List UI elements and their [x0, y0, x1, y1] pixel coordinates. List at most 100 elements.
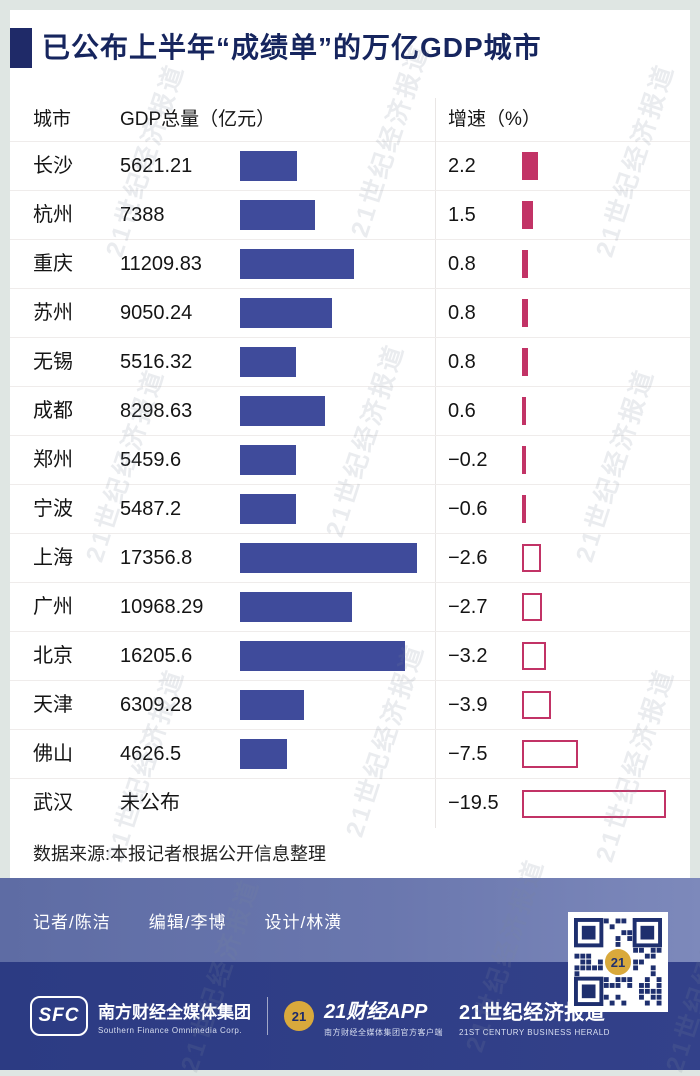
growth-bar-cell [522, 299, 528, 327]
city-name: 佛山 [33, 743, 73, 765]
city-name: 武汉 [33, 792, 73, 814]
app-21-badge-icon: 21 [284, 1001, 314, 1031]
gdp-bar-cell [240, 445, 296, 475]
growth-bar-positive [522, 152, 539, 180]
growth-bar-cell [522, 495, 527, 523]
sfc-text: 南方财经全媒体集团 Southern Finance Omnimedia Cor… [98, 998, 251, 1035]
gdp-bar [240, 592, 352, 622]
growth-value: 1.5 [448, 204, 476, 226]
footer-divider [267, 997, 268, 1035]
app-subtitle: 南方财经全媒体集团官方客户端 [324, 1027, 443, 1037]
growth-bar-negative [522, 495, 527, 523]
city-name: 北京 [33, 645, 73, 667]
app-name: 21财经APP [324, 1000, 428, 1023]
gdp-bar-cell [240, 592, 352, 622]
gdp-bar-cell [240, 739, 288, 769]
gdp-value: 11209.83 [120, 253, 202, 275]
table-row: 苏州 9050.24 0.8 [10, 289, 690, 338]
table-row: 长沙 5621.21 2.2 [10, 142, 690, 191]
table-row: 杭州 7388 1.5 [10, 191, 690, 240]
table-body: 长沙 5621.21 2.2 杭州 7388 1.5 重庆 11209.83 0.8 苏州 9050… [10, 142, 690, 828]
gdp-value: 7388 [120, 204, 165, 226]
gdp-bar-cell [240, 396, 325, 426]
table-row: 成都 8298.63 0.6 [10, 387, 690, 436]
title-row: 已公布上半年“成绩单”的万亿GDP城市 [10, 28, 542, 68]
growth-bar-positive [522, 397, 527, 425]
city-name: 杭州 [33, 204, 73, 226]
gdp-value: 16205.6 [120, 645, 193, 667]
gdp-bar [240, 151, 298, 181]
growth-bar-negative [522, 593, 542, 621]
city-name: 郑州 [33, 449, 73, 471]
table-row: 上海 17356.8 −2.6 [10, 534, 690, 583]
gdp-bar [240, 200, 316, 230]
city-name: 成都 [33, 400, 73, 422]
gdp-bar-cell [240, 298, 333, 328]
table-row: 天津 6309.28 −3.9 [10, 681, 690, 730]
gdp-bar [240, 347, 297, 377]
growth-bar-negative [522, 544, 542, 572]
gdp-bar-cell [240, 690, 305, 720]
table-row: 北京 16205.6 −3.2 [10, 632, 690, 681]
gdp-bar [240, 249, 355, 279]
gdp-value: 6309.28 [120, 694, 193, 716]
growth-value: −0.2 [448, 449, 488, 471]
growth-bar-cell [522, 446, 526, 474]
growth-bar-negative [522, 642, 546, 670]
growth-bar-cell [522, 789, 667, 818]
gdp-value: 8298.63 [120, 400, 193, 422]
growth-value: −3.9 [448, 694, 488, 716]
column-divider [435, 98, 436, 828]
gdp-bar [240, 494, 296, 524]
gdp-value: 5487.2 [120, 498, 182, 520]
city-name: 无锡 [33, 351, 73, 373]
city-name: 苏州 [33, 302, 73, 324]
gdp-bar-cell [240, 249, 355, 279]
herald-name-en: 21ST CENTURY BUSINESS HERALD [459, 1027, 610, 1037]
gdp-bar-cell [240, 543, 417, 573]
table-row: 重庆 11209.83 0.8 [10, 240, 690, 289]
gdp-bar-cell [240, 494, 296, 524]
gdp-value: 17356.8 [120, 547, 193, 569]
data-source: 数据来源:本报记者根据公开信息整理 [33, 844, 326, 864]
content-card: 已公布上半年“成绩单”的万亿GDP城市 城市 GDP总量（亿元） 增速（%） 长… [10, 10, 690, 878]
growth-bar-negative [522, 740, 578, 768]
qr-code: 21 [568, 912, 668, 1012]
growth-bar-positive [522, 299, 528, 327]
city-name: 长沙 [33, 155, 73, 177]
table-row: 佛山 4626.5 −7.5 [10, 730, 690, 779]
header-city: 城市 [33, 109, 72, 130]
table-row: 宁波 5487.2 −0.6 [10, 485, 690, 534]
table-row: 无锡 5516.32 0.8 [10, 338, 690, 387]
growth-bar-cell [522, 250, 528, 278]
growth-value: −0.6 [448, 498, 488, 520]
growth-bar-positive [522, 250, 528, 278]
growth-bar-positive [522, 201, 534, 229]
city-name: 重庆 [33, 253, 73, 275]
header-growth: 增速（%） [448, 109, 541, 130]
gdp-value: 4626.5 [120, 743, 182, 765]
city-name: 宁波 [33, 498, 73, 520]
table-row: 郑州 5459.6 −0.2 [10, 436, 690, 485]
growth-bar-positive [522, 348, 528, 376]
growth-bar-cell [522, 642, 546, 670]
growth-bar-cell [522, 544, 542, 572]
header-gdp: GDP总量（亿元） [120, 109, 276, 130]
growth-bar-cell [522, 740, 578, 768]
app-text: 21财经APP 南方财经全媒体集团官方客户端 [324, 995, 443, 1038]
sfc-name: 南方财经全媒体集团 [98, 1002, 251, 1022]
credit-designer: 设计/林潢 [264, 912, 343, 932]
gdp-bar-cell [240, 151, 298, 181]
app-logo-group: 21 21财经APP 南方财经全媒体集团官方客户端 [284, 995, 443, 1038]
gdp-value: 5516.32 [120, 351, 193, 373]
title-accent-square [10, 28, 32, 68]
growth-bar-cell [522, 348, 528, 376]
growth-value: −2.6 [448, 547, 488, 569]
city-name: 广州 [33, 596, 73, 618]
growth-bar-cell [522, 691, 551, 719]
sfc-logo: SFC [30, 996, 88, 1036]
growth-value: −7.5 [448, 743, 488, 765]
sfc-name-en: Southern Finance Omnimedia Corp. [98, 1025, 243, 1035]
gdp-bar-cell [240, 347, 297, 377]
credit-reporter: 记者/陈洁 [33, 912, 111, 932]
